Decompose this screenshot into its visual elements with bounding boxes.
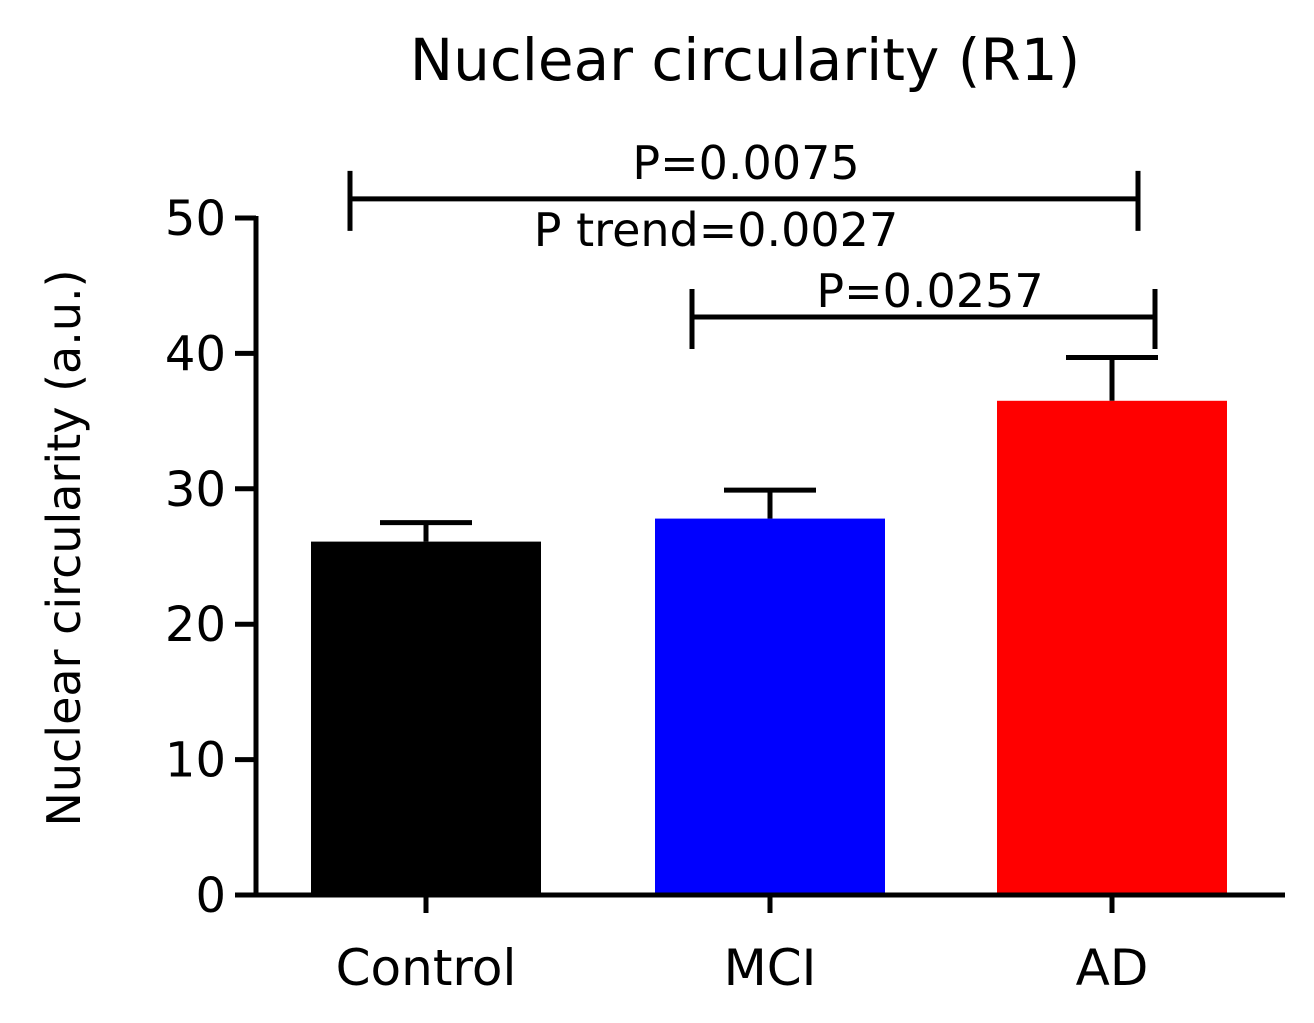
x-axis-categories: Control MCI AD bbox=[336, 895, 1149, 997]
y-tick-label-4: 40 bbox=[165, 326, 226, 382]
x-tick-label-control: Control bbox=[336, 939, 517, 997]
p-value-mci-ad: P=0.0257 bbox=[816, 264, 1043, 318]
x-tick-label-mci: MCI bbox=[724, 939, 817, 997]
bar-mci bbox=[655, 518, 885, 895]
y-tick-label-2: 20 bbox=[165, 597, 226, 653]
x-tick-label-ad: AD bbox=[1076, 939, 1149, 997]
y-axis-ticks: 0 10 20 30 40 50 bbox=[165, 191, 256, 924]
y-tick-label-0: 0 bbox=[195, 868, 226, 924]
bars-group bbox=[311, 400, 1227, 895]
y-tick-label-3: 30 bbox=[165, 462, 226, 518]
y-tick-label-1: 10 bbox=[165, 733, 226, 789]
error-bars-group bbox=[380, 354, 1158, 542]
y-tick-label-5: 50 bbox=[165, 191, 226, 247]
p-trend: P trend=0.0027 bbox=[534, 203, 898, 257]
y-axis-label: Nuclear circularity (a.u.) bbox=[37, 269, 91, 826]
significance-annotations: P=0.0075 P trend=0.0027 P=0.0257 bbox=[347, 136, 1158, 349]
p-value-control-ad: P=0.0075 bbox=[632, 136, 859, 190]
bar-control bbox=[311, 541, 541, 895]
bar-ad bbox=[997, 400, 1227, 895]
chart-title: Nuclear circularity (R1) bbox=[410, 26, 1080, 94]
